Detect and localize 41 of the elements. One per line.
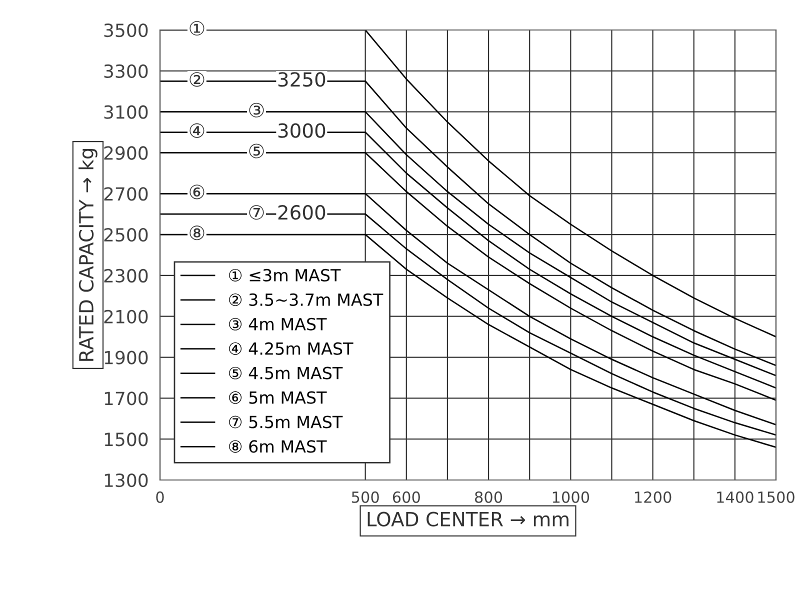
y-axis-title: RATED CAPACITY → kg <box>78 149 98 361</box>
legend-label: ⑧ 6m MAST <box>229 440 327 453</box>
x-tick-label: 1200 <box>635 491 672 503</box>
x-tick-label: 1400 <box>717 491 754 503</box>
annotation: ① <box>190 21 204 36</box>
legend-label: ② 3.5~3.7m MAST <box>229 293 384 306</box>
annotation: ⑥ <box>190 184 204 200</box>
x-tick-label: 500 <box>352 491 379 503</box>
y-tick-label: 2500 <box>104 228 148 242</box>
x-tick-label: 800 <box>474 491 502 503</box>
y-tick-label: 1900 <box>104 350 148 364</box>
annotation: ④ <box>190 123 204 138</box>
legend-label: ⑥ 5m MAST <box>229 391 327 404</box>
y-tick-label: 2300 <box>104 268 148 283</box>
legend-label: ③ 4m MAST <box>229 318 327 330</box>
y-tick-label: 1700 <box>104 392 148 406</box>
y-tick-label: 1500 <box>104 432 148 446</box>
legend-label: ⑦ 5.5m MAST <box>229 416 343 428</box>
x-axis-title: LOAD CENTER → mm <box>368 512 568 527</box>
annotation: 3250 <box>278 72 326 87</box>
x-tick-label: 1000 <box>552 491 590 503</box>
x-tick-label: 0 <box>156 491 164 503</box>
annotation: ⑧ <box>190 226 204 240</box>
y-tick-label: 2100 <box>104 310 148 324</box>
y-tick-label: 2900 <box>104 146 148 160</box>
annotation: 2600 <box>278 205 326 220</box>
y-tick-label: 3500 <box>104 23 148 38</box>
y-tick-label: 2700 <box>104 187 148 201</box>
annotation: 3000 <box>278 123 326 138</box>
annotation: ⑤ <box>249 144 264 158</box>
annotation: ⑦ <box>249 205 264 220</box>
annotation: ② <box>190 72 204 87</box>
x-tick-label: 600 <box>392 491 420 503</box>
y-tick-label: 1300 <box>104 473 148 488</box>
annotation: ③ <box>249 102 264 118</box>
x-tick-label: 1500 <box>758 491 794 503</box>
legend-label: ⑤ 4.5m MAST <box>229 366 343 380</box>
y-tick-label: 3300 <box>104 64 148 78</box>
legend-label: ① ≤3m MAST <box>229 268 341 282</box>
y-tick-label: 3100 <box>104 105 148 119</box>
legend-label: ④ 4.25m MAST <box>229 342 354 355</box>
